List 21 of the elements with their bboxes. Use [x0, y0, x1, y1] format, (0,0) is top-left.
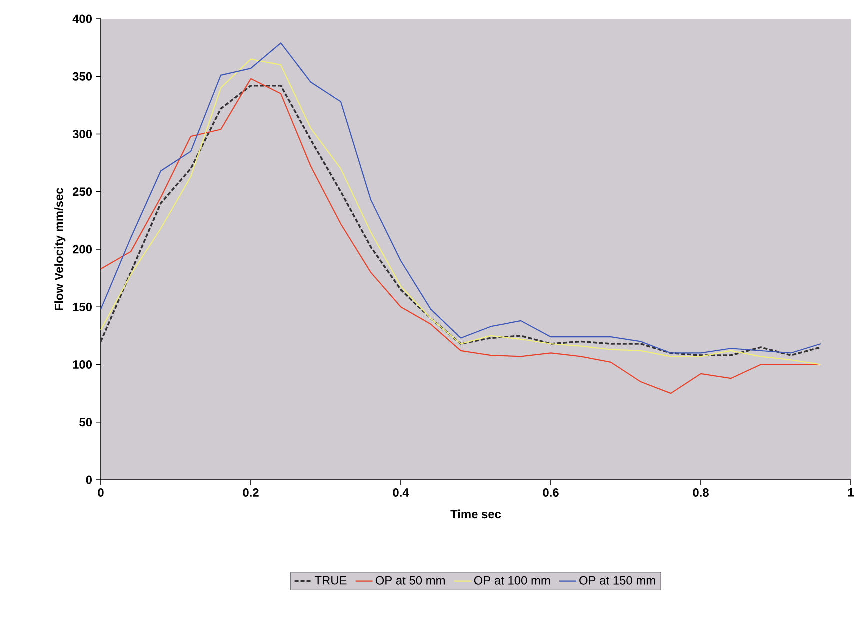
x-tick-label: 1: [848, 488, 854, 497]
legend-label: OP at 50 mm: [376, 576, 445, 585]
x-axis-title: Time sec: [450, 510, 502, 519]
x-tick-label: 0: [98, 488, 104, 497]
y-tick-label: 200: [72, 245, 92, 254]
y-tick-label: 300: [72, 130, 92, 138]
y-tick-label: 250: [72, 188, 92, 196]
legend-label: TRUE: [314, 576, 347, 585]
y-tick-label: 400: [72, 14, 92, 24]
x-tick-label: 0.2: [243, 488, 259, 497]
legend-label: OP at 150 mm: [580, 576, 656, 585]
y-tick-label: 150: [73, 302, 92, 312]
x-tick-label: 0.4: [393, 488, 410, 497]
y-tick-label: 100: [73, 360, 92, 369]
y-tick-label: 50: [80, 418, 92, 427]
legend-label: OP at 100 mm: [474, 576, 550, 585]
y-tick-label: 0: [86, 476, 92, 484]
x-tick-label: 0.6: [543, 488, 559, 497]
y-axis-title: Flow Velocity mm/sec: [54, 188, 66, 310]
y-tick-label: 350: [72, 72, 92, 81]
x-tick-label: 0.8: [693, 488, 709, 497]
